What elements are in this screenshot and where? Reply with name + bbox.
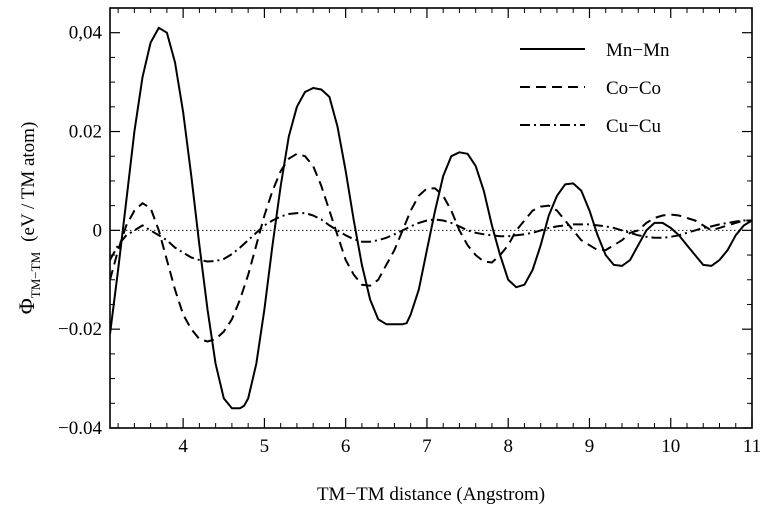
x-tick-label: 5 [260,436,270,457]
y-axis-label: ΦTM−TM (eV / TM atom) [14,122,43,315]
series-line-mn-mn [110,26,752,410]
x-tick-label: 10 [661,436,680,457]
x-tick-label: 4 [178,436,188,457]
legend: Mn−Mn Co−Co Cu−Cu [520,40,670,137]
x-tick-label: 11 [743,436,761,457]
legend-label-co-co: Co−Co [606,78,661,99]
legend-label-cu-cu: Cu−Cu [606,116,662,137]
y-tick-label: 0 [93,220,103,241]
y-tick-label: −0.04 [58,418,102,439]
x-tick-label: 8 [503,436,513,457]
x-tick-label: 6 [341,436,351,457]
x-tick-label: 7 [422,436,432,457]
y-axis-label-symbol: Φ [14,298,39,314]
y-tick-label: 0.02 [69,122,102,143]
y-tick-label: −0.02 [58,319,102,340]
y-axis-label-subscript: TM−TM [28,251,43,298]
x-tick-label: 9 [585,436,595,457]
legend-label-mn-mn: Mn−Mn [606,40,670,61]
y-tick-label: 0,04 [69,23,103,44]
y-axis-label-unit: (eV / TM atom) [18,122,39,242]
tick-layer: 4 5 6 7 8 9 10 11 −0.04 −0.02 0 0.02 0,04 [58,7,761,457]
x-axis-label: TM−TM distance (Angstrom) [317,484,545,505]
series-line-cu-cu [110,212,752,263]
series-line-co-co [110,152,752,343]
plot-frame [109,7,753,429]
series-layer [110,26,752,410]
